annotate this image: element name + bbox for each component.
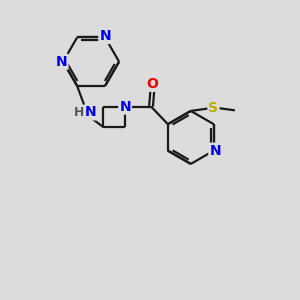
Text: N: N <box>56 55 68 69</box>
Text: N: N <box>119 100 131 113</box>
Text: N: N <box>209 144 221 158</box>
Text: H: H <box>74 106 84 119</box>
Text: N: N <box>99 29 111 43</box>
Text: N: N <box>85 105 96 119</box>
Text: S: S <box>208 101 218 115</box>
Text: O: O <box>147 77 158 91</box>
